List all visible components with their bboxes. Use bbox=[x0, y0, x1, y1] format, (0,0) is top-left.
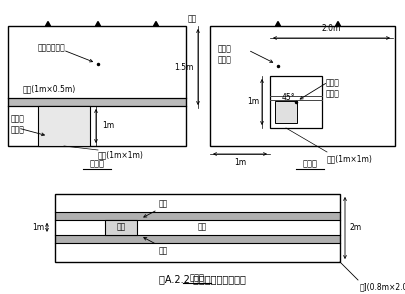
Text: 2m: 2m bbox=[350, 223, 362, 233]
Bar bbox=[55, 212, 340, 220]
Text: 1m: 1m bbox=[234, 158, 246, 167]
Text: 钢板: 钢板 bbox=[197, 223, 207, 232]
Text: 油盘(1m×1m): 油盘(1m×1m) bbox=[98, 150, 144, 159]
Bar bbox=[270, 76, 322, 128]
Text: 无遮挡喷雾火: 无遮挡喷雾火 bbox=[38, 44, 66, 53]
Polygon shape bbox=[335, 21, 341, 26]
Bar bbox=[55, 194, 340, 262]
Text: 图A.2.2 试验空间和设备模型: 图A.2.2 试验空间和设备模型 bbox=[159, 274, 245, 284]
Polygon shape bbox=[153, 21, 158, 26]
Text: 挡板: 挡板 bbox=[159, 246, 168, 255]
Bar bbox=[55, 235, 340, 243]
Polygon shape bbox=[96, 21, 100, 26]
Text: 45°: 45° bbox=[281, 93, 295, 103]
Bar bbox=[105, 220, 137, 235]
Text: 挡板(1m×0.5m): 挡板(1m×0.5m) bbox=[23, 84, 76, 93]
Text: 侧视图: 侧视图 bbox=[303, 160, 318, 168]
Text: 俯视图: 俯视图 bbox=[190, 273, 205, 283]
Bar bbox=[8, 98, 186, 106]
Text: 喷头: 喷头 bbox=[188, 14, 197, 23]
Text: 有遮挡
喷雾火: 有遮挡 喷雾火 bbox=[326, 78, 340, 98]
Text: 1m: 1m bbox=[247, 98, 259, 106]
Bar bbox=[275, 101, 297, 123]
Bar bbox=[8, 26, 186, 146]
Text: 1.5m: 1.5m bbox=[175, 64, 194, 73]
Text: 1m: 1m bbox=[102, 121, 114, 131]
Text: 挡板: 挡板 bbox=[159, 200, 168, 209]
Text: 「](0.8m×2.0m): 「](0.8m×2.0m) bbox=[360, 282, 405, 291]
Text: 1m: 1m bbox=[32, 223, 44, 232]
Polygon shape bbox=[45, 21, 51, 26]
Text: 正视图: 正视图 bbox=[90, 160, 104, 168]
Text: 油盘: 油盘 bbox=[116, 223, 126, 232]
Bar bbox=[210, 26, 395, 146]
Text: 有遮挡
喷雾火: 有遮挡 喷雾火 bbox=[11, 114, 25, 134]
Text: 油盘(1m×1m): 油盘(1m×1m) bbox=[327, 154, 373, 163]
Bar bbox=[38, 106, 90, 146]
Polygon shape bbox=[275, 21, 281, 26]
Text: 2.0m: 2.0m bbox=[322, 24, 341, 33]
Text: 无遮挡
喷雾火: 无遮挡 喷雾火 bbox=[218, 44, 232, 64]
